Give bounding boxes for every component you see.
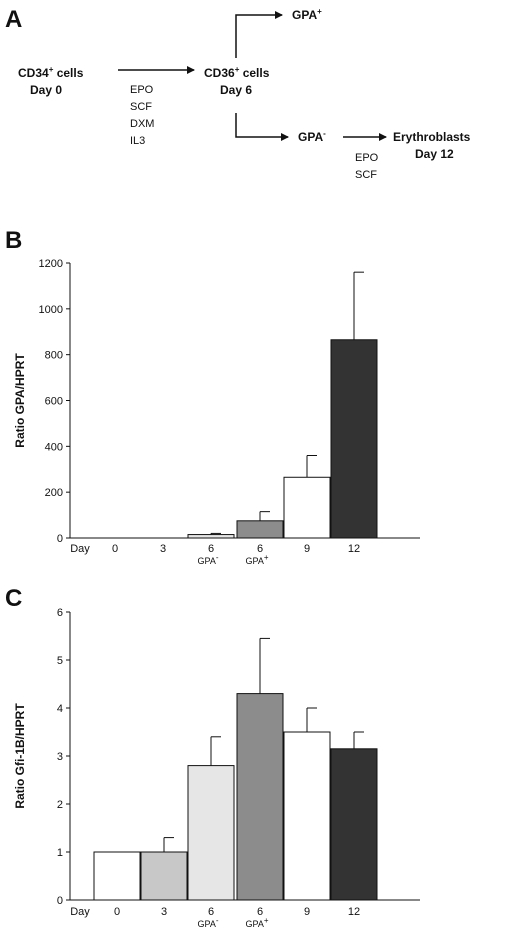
x-tick-label: 12 [348, 543, 360, 555]
y-tick-label: 800 [45, 350, 63, 362]
bar [236, 693, 284, 901]
panel-label-a: A [5, 6, 22, 33]
panel-label-c: C [5, 585, 22, 612]
panel-label-b: B [5, 227, 22, 254]
factor-il3: IL3 [130, 135, 145, 147]
y-tick-label: 6 [57, 607, 63, 619]
bar [236, 520, 284, 539]
factor-epo-1: EPO [130, 84, 154, 96]
y-tick-label: 400 [45, 441, 63, 453]
x-tick-label: 6 [257, 543, 263, 555]
x-tick-label: 9 [304, 543, 310, 555]
y-tick-label: 5 [57, 655, 63, 667]
x-tick-label: 0 [114, 906, 120, 918]
cd34-node: CD34+ cells [18, 65, 84, 80]
cd36-node: CD36+ cells [204, 65, 270, 80]
y-axis-label: Ratio Gfi-1B/HPRT [13, 703, 27, 809]
bar [330, 339, 378, 539]
bar [283, 476, 331, 539]
y-tick-label: 1200 [39, 258, 63, 270]
factor-scf-1: SCF [130, 101, 152, 113]
y-tick-label: 1000 [39, 304, 63, 316]
x-axis-label: Day [70, 543, 90, 555]
chart-gpa-hprt: 0 200 400 600 800 1000 1200 Ratio GPA/HPRT Day 0 3… [13, 258, 420, 566]
y-tick-label: 2 [57, 799, 63, 811]
bar [140, 851, 188, 901]
bar [187, 765, 235, 901]
bar [330, 748, 378, 901]
x-tick-label: 6 [208, 543, 214, 555]
x-sub-label: GPA+ [245, 553, 268, 566]
x-sub-label: GPA+ [245, 916, 268, 929]
y-tick-label: 200 [45, 487, 63, 499]
factor-dxm: DXM [130, 118, 154, 130]
y-tick-label: 0 [57, 533, 63, 545]
flow-diagram: CD34+ cells Day 0 EPO SCF DXM IL3 CD36+ … [18, 7, 471, 181]
x-axis-label: Day [70, 906, 90, 918]
gpa-pos-node: GPA+ [292, 7, 322, 22]
x-tick-label: 0 [112, 543, 118, 555]
gpa-neg-node: GPA- [298, 129, 326, 144]
x-tick-label: 6 [208, 906, 214, 918]
x-sub-label: GPA- [197, 553, 218, 566]
erythroblasts-day: Day 12 [415, 147, 454, 161]
arrow-cd36-to-gpa-neg [235, 113, 289, 141]
y-tick-label: 0 [57, 895, 63, 907]
bar [187, 534, 235, 539]
y-tick-label: 4 [57, 703, 63, 715]
factor-epo-2: EPO [355, 152, 379, 164]
x-tick-label: 3 [160, 543, 166, 555]
cd34-day: Day 0 [30, 83, 62, 97]
bar [93, 851, 141, 901]
y-tick-label: 3 [57, 751, 63, 763]
factor-scf-2: SCF [355, 169, 377, 181]
y-axis-label: Ratio GPA/HPRT [13, 353, 27, 448]
y-tick-label: 1 [57, 847, 63, 859]
y-tick-label: 600 [45, 396, 63, 408]
arrow-cd36-to-gpa-pos [235, 11, 283, 58]
x-tick-label: 12 [348, 906, 360, 918]
x-sub-label: GPA- [197, 916, 218, 929]
bar [283, 731, 331, 901]
cd36-day: Day 6 [220, 83, 252, 97]
erythroblasts-node: Erythroblasts [393, 130, 471, 144]
x-tick-label: 3 [161, 906, 167, 918]
x-tick-label: 9 [304, 906, 310, 918]
x-tick-label: 6 [257, 906, 263, 918]
